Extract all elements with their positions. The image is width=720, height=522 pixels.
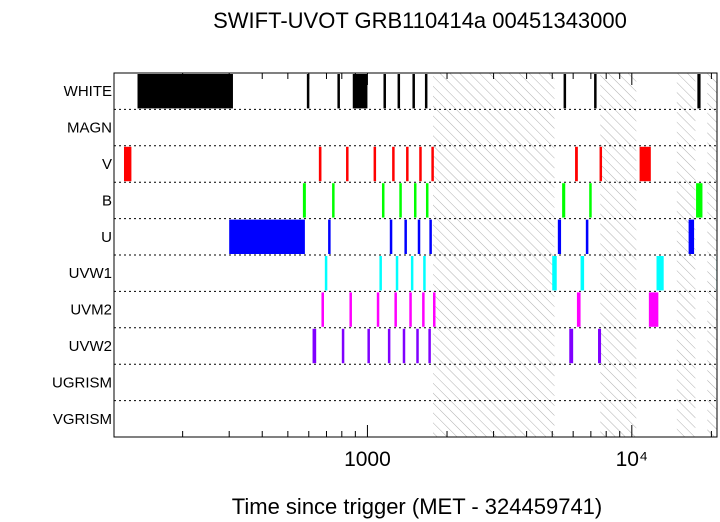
- exposure-bar-white: [697, 74, 701, 109]
- exposure-bar-uvw2: [569, 328, 574, 364]
- exposure-bar-v: [431, 146, 434, 182]
- exposure-bar-v: [599, 146, 603, 182]
- exposure-bar-b: [332, 183, 335, 218]
- filter-label-uvw2: UVW2: [69, 338, 112, 355]
- chart-title: SWIFT-UVOT GRB110414a 00451343000: [213, 8, 627, 33]
- exposure-bar-uvw1: [395, 256, 399, 291]
- exposure-bar-white: [397, 74, 401, 109]
- exposure-bar-v: [639, 146, 651, 182]
- exposure-bar-b: [413, 183, 417, 218]
- exposure-bar-white: [424, 74, 428, 109]
- exposure-bar-uvw2: [402, 328, 406, 364]
- exposure-bar-uvm2: [432, 292, 436, 327]
- exposure-bar-uvw1: [379, 256, 382, 291]
- x-axis-label: Time since trigger (MET - 324459741): [232, 494, 603, 519]
- gap-band: [432, 73, 555, 437]
- exposure-bar-u: [328, 219, 331, 254]
- exposure-bar-b: [302, 183, 306, 218]
- exposure-bar-white: [412, 74, 415, 109]
- exposure-bar-u: [229, 219, 305, 254]
- filter-label-b: B: [102, 192, 112, 209]
- exposure-bar-b: [562, 183, 566, 218]
- exposure-bar-v: [392, 146, 395, 182]
- x-tick-label: 10⁴: [616, 448, 648, 471]
- filter-label-white: WHITE: [64, 83, 112, 100]
- exposure-bar-u: [417, 219, 421, 254]
- exposure-bar-v: [318, 146, 322, 182]
- filter-label-vgrism: VGRISM: [53, 411, 112, 428]
- exposure-bar-v: [123, 146, 132, 182]
- filter-label-u: U: [101, 229, 112, 246]
- exposure-bar-uvw2: [387, 328, 391, 364]
- filter-label-magn: MAGN: [67, 120, 112, 137]
- exposure-bar-uvw2: [312, 328, 317, 364]
- exposure-bar-b: [696, 183, 703, 218]
- exposure-bar-uvm2: [394, 292, 397, 327]
- exposure-bar-uvw2: [341, 328, 345, 364]
- exposure-bar-white: [594, 74, 597, 109]
- exposure-bar-uvw1: [580, 256, 585, 291]
- exposure-bar-b: [381, 183, 385, 218]
- gap-band: [707, 73, 717, 437]
- exposure-bar-uvw2: [367, 328, 370, 364]
- exposure-bar-uvm2: [409, 292, 412, 327]
- exposure-bar-uvw1: [410, 256, 414, 291]
- x-tick-label: 1000: [344, 448, 391, 471]
- exposure-bar-uvw2: [416, 328, 419, 364]
- exposure-bar-u: [429, 219, 432, 254]
- exposure-bar-uvw2: [598, 328, 602, 364]
- x-tick-labels: 1000 10⁴: [344, 448, 648, 471]
- exposure-bar-v: [419, 146, 422, 182]
- gap-band: [676, 73, 696, 437]
- row-gridlines: [114, 108, 717, 402]
- filter-label-v: V: [102, 156, 112, 173]
- exposure-bar-uvm2: [648, 292, 659, 327]
- filter-label-uvw1: UVW1: [69, 265, 112, 282]
- filter-labels: WHITE MAGN V B U UVW1 UVM2 UVW2 UGRISM VGRISM: [52, 83, 112, 428]
- exposure-bar-b: [589, 183, 592, 218]
- exposure-bar-uvm2: [321, 292, 324, 327]
- x-axis-ticks: [182, 73, 712, 437]
- exposure-bar-white: [352, 74, 368, 109]
- exposure-bar-u: [404, 219, 407, 254]
- exposure-bar-u: [389, 219, 393, 254]
- exposure-bar-white: [563, 74, 567, 109]
- exposure-bar-uvw1: [324, 256, 328, 291]
- plot-frame: [113, 72, 718, 438]
- filter-label-uvm2: UVM2: [70, 302, 112, 319]
- exposure-bar-white: [337, 74, 340, 109]
- exposure-bar-v: [373, 146, 377, 182]
- exposure-bar-u: [688, 219, 695, 254]
- exposure-bar-uvw1: [656, 256, 664, 291]
- exposure-bar-uvw1: [423, 256, 426, 291]
- exposure-bar-white: [306, 74, 310, 109]
- exposure-bar-uvm2: [576, 292, 581, 327]
- exposure-bar-white: [383, 74, 386, 109]
- exposure-bars: [123, 74, 717, 364]
- exposure-bar-v: [575, 146, 578, 182]
- exposure-bar-v: [406, 146, 409, 182]
- exposure-bar-b: [399, 183, 402, 218]
- exposure-bar-uvm2: [376, 292, 380, 327]
- exposure-bar-white: [137, 74, 233, 109]
- exposure-bar-u: [585, 219, 589, 254]
- exposure-bar-uvw2: [428, 328, 431, 364]
- exposure-bar-uvm2: [349, 292, 352, 327]
- exposure-bar-uvw1: [552, 256, 557, 291]
- exposure-bar-uvm2: [422, 292, 425, 327]
- exposure-bar-u: [557, 219, 562, 254]
- filter-label-ugrism: UGRISM: [52, 374, 112, 391]
- exposure-bar-b: [425, 183, 429, 218]
- exposure-bar-v: [346, 146, 349, 182]
